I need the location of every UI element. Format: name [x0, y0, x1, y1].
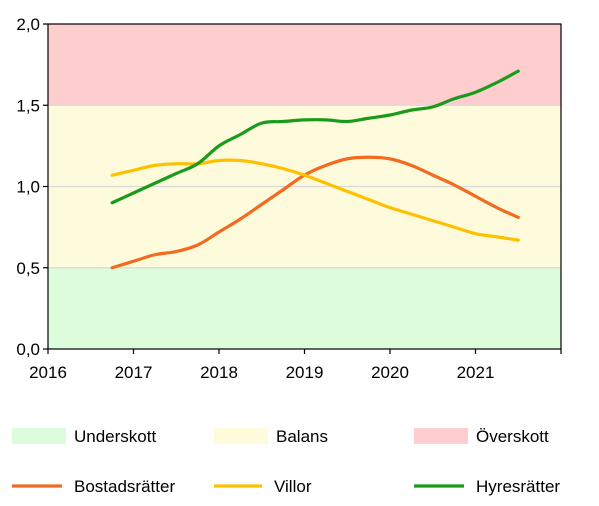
x-tick-label: 2019 [286, 363, 324, 382]
band-overskott [48, 24, 561, 106]
legend-label: Bostadsrätter [74, 477, 175, 496]
legend-label: Överskott [476, 427, 549, 446]
gridlines [48, 104, 561, 269]
series-line-hyresratter [110, 69, 520, 205]
legend-swatch [214, 428, 268, 444]
band-underskott [48, 267, 561, 349]
legend-item-underskott: Underskott [12, 427, 156, 446]
x-tick-label: 2018 [200, 363, 238, 382]
y-tick-label: 0,5 [16, 259, 40, 278]
x-tick-label: 2020 [371, 363, 409, 382]
legend-label: Villor [274, 477, 312, 496]
legend-label: Hyresrätter [476, 477, 560, 496]
series-line-bostadsratter [110, 155, 520, 270]
y-tick-label: 1,0 [16, 178, 40, 197]
series-lines [110, 69, 520, 270]
x-tick-label: 2021 [457, 363, 495, 382]
y-tick-label: 2,0 [16, 15, 40, 34]
legend-item-hyresratter: Hyresrätter [414, 477, 560, 496]
tick-labels: 0,0 0,5 1,0 1,5 2,0 2016 2017 2018 2019 2020 2021 [16, 15, 494, 382]
axes [43, 23, 562, 354]
y-tick-label: 0,0 [16, 340, 40, 359]
legend-item-overskott: Överskott [414, 427, 549, 446]
legend: Underskott Balans Överskott Bostadsrätter Vi… [12, 427, 560, 496]
legend-label: Underskott [74, 427, 156, 446]
series-line-villor [110, 158, 520, 242]
legend-swatch [12, 428, 66, 444]
legend-swatch [414, 428, 468, 444]
y-tick-label: 1,5 [16, 96, 40, 115]
legend-label: Balans [276, 427, 328, 446]
legend-item-bostadsratter: Bostadsrätter [12, 477, 175, 496]
x-tick-label: 2016 [29, 363, 67, 382]
legend-item-balans: Balans [214, 427, 328, 446]
legend-item-villor: Villor [214, 477, 312, 496]
x-tick-label: 2017 [115, 363, 153, 382]
